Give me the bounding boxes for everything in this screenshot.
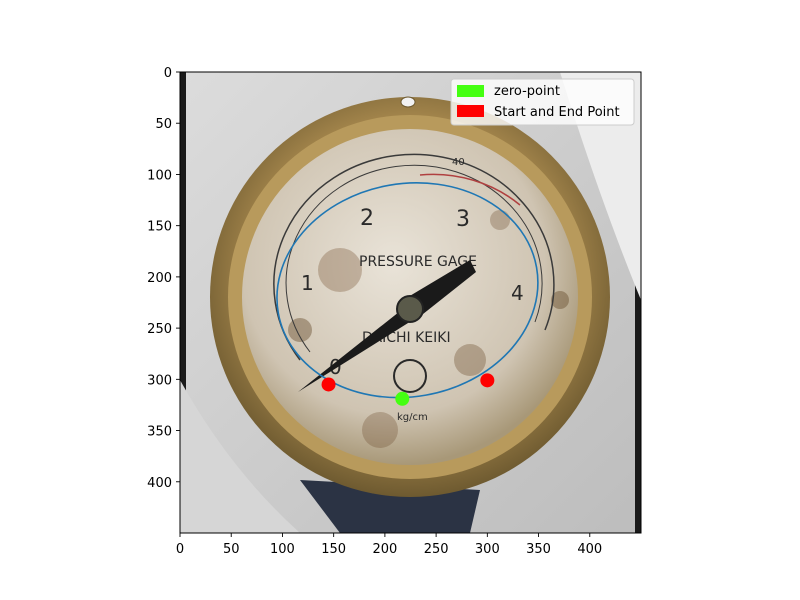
legend-label-start-end: Start and End Point (494, 105, 620, 120)
zero-point-marker (395, 391, 410, 406)
y-tick-label: 400 (147, 476, 172, 491)
points-layer (321, 373, 495, 406)
axes-frame (179, 71, 642, 534)
gauge-numeral-2: 2 (360, 206, 374, 231)
start-end-point-marker (321, 377, 336, 392)
legend: zero-point Start and End Point (450, 78, 635, 126)
gauge-photo: 0 1 2 3 4 40 PRESSURE GAGE DAICHI KEIKI … (180, 72, 641, 533)
legend-swatch-start-end (457, 105, 484, 117)
gauge-emblem (393, 359, 427, 393)
legend-label-zero-point: zero-point (494, 84, 560, 99)
x-tick-label: 100 (270, 542, 295, 557)
y-tick-label: 50 (155, 117, 172, 132)
gauge-title: PRESSURE GAGE (359, 254, 477, 270)
x-tick-label: 300 (475, 542, 500, 557)
y-axis: 0 50 100 150 200 250 300 350 400 (147, 66, 180, 491)
x-axis: 0 50 100 150 200 250 300 350 400 (176, 533, 602, 557)
gauge-numeral-3: 3 (456, 207, 470, 232)
x-tick-label: 0 (176, 542, 184, 557)
gauge-numeral-4: 4 (511, 281, 524, 305)
y-tick-label: 350 (147, 425, 172, 440)
gauge-pivot (396, 295, 424, 323)
y-tick-label: 300 (147, 373, 172, 388)
y-tick-label: 100 (147, 168, 172, 183)
y-tick-label: 0 (164, 66, 172, 81)
x-tick-label: 250 (424, 542, 449, 557)
x-tick-label: 200 (372, 542, 397, 557)
gauge-numeral-1: 1 (301, 271, 314, 295)
gauge-red-scale: 40 (452, 157, 465, 168)
gauge-unit: kg/cm (397, 412, 428, 423)
start-end-point-marker (480, 373, 495, 388)
x-tick-label: 50 (223, 542, 240, 557)
fitted-ellipse (276, 182, 539, 399)
gauge-needle-tail (298, 308, 416, 392)
y-tick-label: 150 (147, 220, 172, 235)
legend-box (450, 78, 635, 126)
x-tick-label: 400 (577, 542, 602, 557)
y-tick-label: 200 (147, 271, 172, 286)
x-tick-label: 150 (321, 542, 346, 557)
x-tick-label: 350 (526, 542, 551, 557)
legend-swatch-zero-point (457, 85, 484, 97)
y-tick-label: 250 (147, 322, 172, 337)
